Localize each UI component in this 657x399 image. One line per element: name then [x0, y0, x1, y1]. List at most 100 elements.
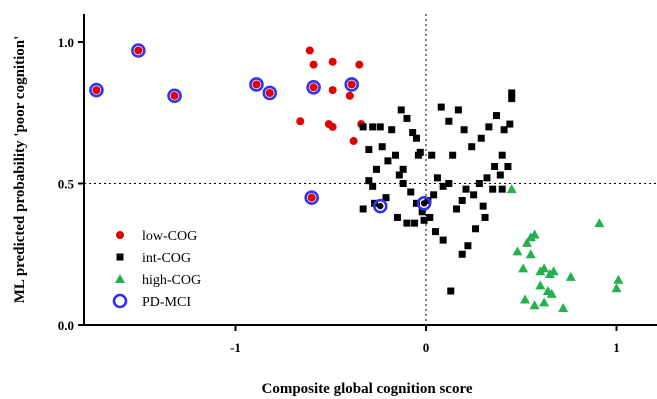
data-point [369, 123, 377, 131]
data-point [365, 177, 373, 185]
pd-mci-ring [372, 198, 388, 214]
pd-mci-ring [304, 190, 320, 205]
data-point [252, 80, 261, 89]
data-point [498, 151, 506, 159]
data-point [477, 134, 485, 142]
data-point [399, 180, 407, 187]
data-point [395, 171, 403, 179]
data-point [384, 157, 392, 165]
legend-label: PD-MCI [142, 295, 191, 310]
data-point [479, 202, 487, 210]
data-point [506, 120, 514, 128]
data-point [447, 287, 455, 295]
data-point [411, 219, 419, 227]
data-point [345, 91, 354, 100]
legend: low-COG int-COG high-COG PD-MCI [112, 229, 201, 310]
data-point [508, 95, 516, 103]
legend-item-int-cog: int-COG [116, 251, 191, 266]
legend-item-high-cog: high-COG [115, 273, 201, 288]
data-point [520, 294, 531, 304]
legend-label: high-COG [142, 273, 201, 288]
legend-marker [112, 293, 128, 309]
y-tick-label: 0.0 [58, 318, 74, 333]
data-point [506, 184, 517, 194]
data-point [328, 122, 337, 131]
data-point [512, 246, 523, 256]
data-point [613, 274, 624, 284]
data-point [92, 86, 101, 95]
pd-mci-ring [89, 82, 104, 98]
data-point [529, 300, 540, 310]
data-point [525, 249, 536, 259]
series-pd-mci [89, 43, 432, 214]
axes [78, 14, 657, 331]
data-point [412, 134, 420, 142]
data-point [491, 163, 499, 171]
pd-mci-inner-dot [420, 200, 428, 207]
data-point [458, 250, 466, 258]
data-point [439, 182, 447, 190]
data-point [349, 137, 358, 146]
data-point [529, 229, 540, 239]
legend-marker [116, 253, 124, 261]
data-point [392, 151, 400, 159]
data-point [558, 303, 569, 313]
data-point [407, 188, 415, 196]
data-point [500, 126, 508, 134]
data-point [388, 126, 396, 134]
data-point [539, 297, 550, 307]
data-point [403, 219, 411, 227]
pd-mci-ring [306, 79, 321, 95]
pd-mci-ring [262, 85, 278, 101]
data-point [452, 205, 460, 213]
pd-mci-inner-dot [377, 202, 384, 210]
y-axis-title: ML predicted probability 'poor cognition… [12, 36, 28, 304]
pd-mci-ring [249, 77, 264, 92]
data-point [460, 126, 468, 134]
data-point [445, 117, 453, 125]
x-axis-title: Composite global cognition score [262, 381, 473, 397]
data-point [420, 216, 428, 224]
data-point [399, 165, 407, 173]
data-points [89, 43, 624, 313]
data-point [481, 213, 489, 221]
data-point [437, 103, 445, 111]
legend-marker [115, 274, 125, 283]
data-point [309, 83, 318, 92]
data-point [458, 196, 466, 204]
data-point [359, 205, 367, 213]
legend-item-low-cog: low-COG [116, 229, 197, 244]
series-int-cog [359, 89, 516, 295]
data-point [376, 123, 384, 131]
series-low-cog [92, 46, 366, 202]
tick-labels: -1 0 1 0.0 0.5 1.0 [58, 35, 620, 355]
data-point [472, 225, 480, 233]
data-point [546, 288, 557, 298]
pd-mci-ring [167, 88, 182, 104]
data-point [521, 237, 532, 247]
data-point [548, 266, 559, 276]
data-point [454, 106, 462, 114]
data-point [594, 218, 605, 228]
data-point [359, 123, 367, 131]
data-point [489, 185, 497, 193]
data-point [565, 271, 576, 281]
y-tick-label: 0.5 [58, 177, 75, 192]
legend-marker [116, 231, 124, 239]
data-point [496, 171, 504, 179]
data-point [508, 89, 516, 97]
x-tick-label: 0 [423, 340, 430, 355]
data-point [309, 60, 318, 69]
data-point [462, 185, 470, 193]
data-point [468, 143, 476, 151]
data-point [305, 46, 314, 55]
data-point [409, 129, 417, 137]
legend-label: int-COG [142, 251, 191, 266]
data-point [134, 46, 143, 55]
legend-label: low-COG [142, 229, 197, 244]
data-point [393, 213, 401, 221]
data-point [265, 88, 274, 97]
data-point [382, 194, 390, 202]
data-point [470, 191, 478, 199]
